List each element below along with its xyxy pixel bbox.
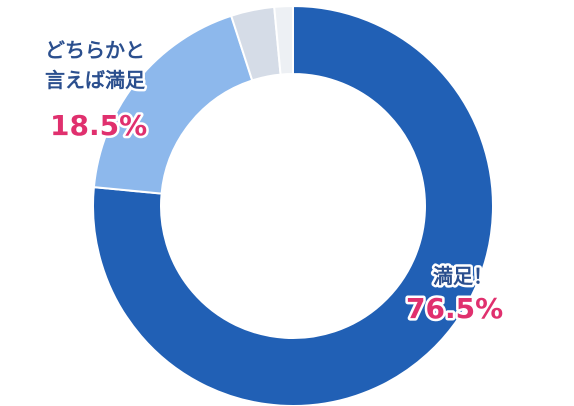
slice-other: [273, 4, 294, 76]
label-somewhat-satisfied-line-1: どちらかと: [45, 38, 145, 62]
label-satisfied-group: 満足！ 76.5%: [404, 262, 506, 328]
label-somewhat-satisfied-group: どちらかと 言えば満足 18.5%: [43, 36, 150, 145]
label-satisfied: 満足！: [433, 264, 493, 288]
donut-slices: [92, 4, 494, 406]
label-somewhat-satisfied-line-2: 言えば満足: [45, 68, 146, 92]
value-label-somewhat-satisfied: 18.5%: [50, 109, 147, 142]
value-label-satisfied: 76.5%: [406, 292, 503, 325]
slice-satisfied: [92, 4, 494, 406]
